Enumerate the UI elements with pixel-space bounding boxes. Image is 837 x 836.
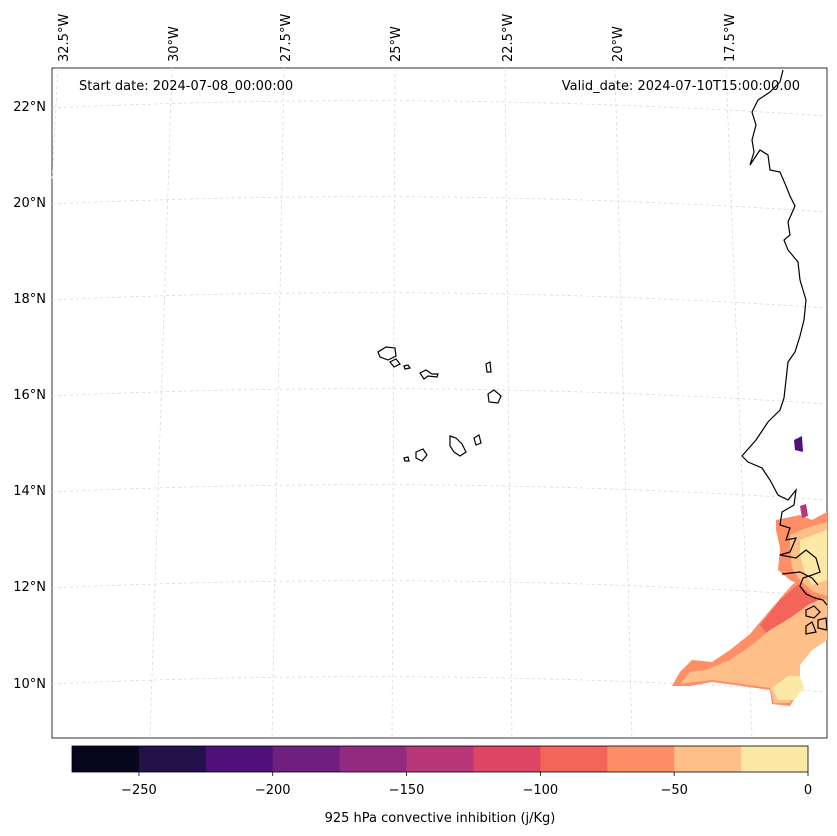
colorbar-tick-label: −250 [121,783,157,798]
lon-label: 22.5°W [501,14,516,62]
map-frame [51,67,828,739]
cin-region-light [772,676,804,700]
cape-verde-sao-vicente [389,358,401,368]
cin-region-dark-spot [794,436,803,452]
longitude-labels: 32.5°W 30°W 27.5°W 25°W 22.5°W 20°W 17.5… [57,14,738,62]
meridian-22-5w [504,67,513,739]
africa-coastline [741,69,828,606]
colorbar-segment [205,746,274,772]
parallel-16n [51,388,828,405]
colorbar-title: 925 hPa convective inhibition (j/Kg) [325,811,556,826]
cape-verde-santa-luzia [403,364,411,370]
cape-verde-brava [403,456,410,462]
colorbar-segment [607,746,675,772]
colorbar-outline [71,745,809,773]
colorbar-segment [339,746,408,772]
parallel-20n [51,196,828,213]
start-date-label: Start date: 2024-07-08_00:00:00 [79,79,293,94]
cape-verde-sal [485,361,492,373]
meridian-17-5w [725,67,753,739]
lat-label: 14°N [13,484,46,499]
meridian-27-5w [271,67,285,739]
lat-label: 10°N [13,677,46,692]
meridian-32-5w [51,67,59,181]
valid-date-label: Valid_date: 2024-07-10T15:00:00.00 [562,79,800,94]
lon-label: 17.5°W [723,14,738,62]
cape-verde-sao-nicolau [419,369,439,380]
colorbar: −250 −200 −150 −100 −50 0 925 hPa convec… [71,745,812,826]
cape-verde-santiago [449,435,467,457]
colorbar-segment [540,746,608,772]
colorbar-segment [272,746,341,772]
lat-label: 22°N [13,100,46,115]
cin-region-purple-spot [800,504,808,518]
parallel-12n [51,580,828,597]
coastlines [377,69,828,635]
lon-label: 25°W [389,26,404,62]
colorbar-tick-label: −150 [389,783,425,798]
cape-verde-santo-antao [377,346,397,361]
lat-label: 16°N [13,388,46,403]
cin-contours [672,436,827,706]
colorbar-segments [72,746,809,772]
lat-label: 20°N [13,196,46,211]
colorbar-segment [674,746,742,772]
lon-label: 32.5°W [57,14,72,62]
gridlines [51,67,828,739]
cape-verde-fogo [415,448,428,462]
meridian-25w [391,67,396,739]
meridian-30w [149,67,173,739]
parallel-10n [51,676,828,693]
cape-verde-boa-vista [487,389,502,404]
colorbar-tick-label: −50 [660,783,687,798]
colorbar-segment [138,746,207,772]
colorbar-tick-label: 0 [804,783,812,798]
parallel-22n [51,100,828,117]
colorbar-ticks [138,772,809,776]
cape-verde-maio [473,434,482,446]
parallel-14n [51,484,828,501]
lat-label: 18°N [13,292,46,307]
colorbar-tick-label: −100 [523,783,559,798]
colorbar-segment [473,746,541,772]
lon-label: 20°W [611,26,626,62]
lat-label: 12°N [13,580,46,595]
colorbar-segment [72,746,140,772]
lon-label: 30°W [167,26,182,62]
colorbar-tick-label: −200 [255,783,291,798]
latitude-labels: 22°N 20°N 18°N 16°N 14°N 12°N 10°N [13,100,46,692]
guinea-bissau-islands [805,605,828,635]
colorbar-segment [406,746,474,772]
parallel-18n [51,292,828,309]
meridian-20w [614,67,633,739]
gambia-coast [781,571,819,586]
lon-label: 27.5°W [279,14,294,62]
colorbar-segment [741,746,809,772]
